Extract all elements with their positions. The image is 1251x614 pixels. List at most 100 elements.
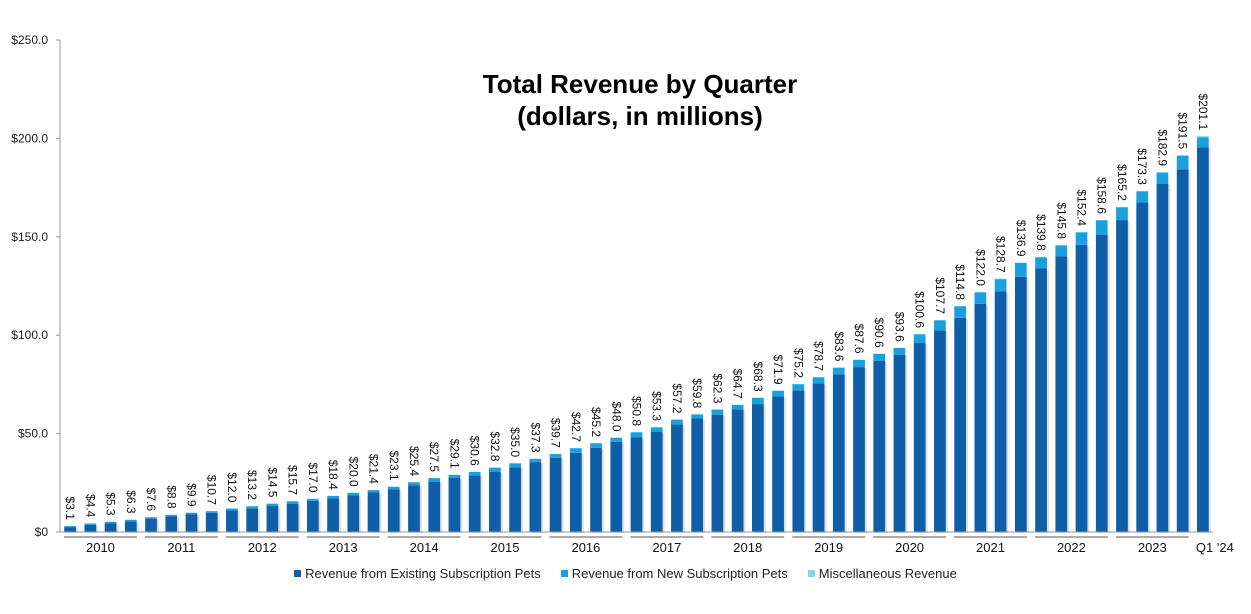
bar-segment-new: [266, 503, 279, 507]
bar-segment-new: [347, 492, 360, 496]
bar-segment-new: [306, 498, 319, 501]
bar-segment-new: [1075, 232, 1088, 245]
bar-segment-new: [104, 521, 117, 524]
legend-label-new: Revenue from New Subscription Pets: [571, 566, 788, 581]
bar-total-label: $75.2: [791, 348, 805, 378]
bar-total-label: $37.3: [528, 423, 542, 453]
bar-total-label: $30.6: [468, 436, 482, 466]
bar-total-label: $9.9: [184, 483, 198, 507]
bar-total-label: $191.5: [1176, 112, 1190, 149]
bar-total-label: $93.6: [892, 312, 906, 342]
bar-segment-new: [448, 474, 461, 478]
bar-segment-existing: [428, 481, 441, 532]
bar-segment-new: [1014, 262, 1027, 277]
bar-total-label: $62.3: [710, 373, 724, 403]
bar-segment-existing: [1136, 202, 1149, 532]
bar-total-label: $12.0: [225, 472, 239, 502]
bar-segment-new: [994, 279, 1007, 292]
bar-segment-new: [569, 448, 582, 453]
bar-segment-existing: [286, 503, 299, 532]
bar-total-label: $136.9: [1014, 220, 1028, 257]
legend-swatch-new: [560, 570, 568, 577]
bar-segment-existing: [630, 437, 643, 532]
bar-segment-existing: [671, 424, 683, 532]
bar-segment-existing: [569, 452, 582, 532]
legend-label-existing: Revenue from Existing Subscription Pets: [305, 566, 541, 581]
bar-segment-existing: [205, 512, 218, 532]
bar-segment-existing: [853, 367, 865, 532]
bar-segment-new: [145, 517, 157, 519]
legend-item-new: Revenue from New Subscription Pets: [560, 566, 788, 581]
bar-segment-new: [873, 353, 886, 361]
bar-total-label: $32.8: [488, 431, 502, 461]
bar-total-label: $17.0: [306, 463, 320, 493]
bar-segment-new: [327, 495, 339, 499]
legend-label-misc: Miscellaneous Revenue: [818, 566, 957, 581]
x-year-label: 2017: [652, 540, 681, 555]
bar-total-label: $4.4: [83, 494, 97, 518]
x-year-label: 2022: [1057, 540, 1086, 555]
legend: Revenue from Existing Subscription Pets …: [0, 566, 1251, 581]
bar-segment-new: [1176, 155, 1189, 170]
bar-total-label: $59.8: [690, 378, 704, 408]
bar-segment-new: [509, 463, 521, 468]
bar-segment-new: [428, 478, 441, 482]
x-year-label: 2012: [248, 540, 277, 555]
bar-total-label: $5.3: [104, 492, 118, 516]
bar-total-label: $14.5: [265, 467, 279, 497]
x-year-label: 2015: [491, 540, 520, 555]
bar-segment-new: [489, 467, 501, 472]
bar-total-label: $139.8: [1034, 214, 1048, 251]
bar-segment-new: [812, 377, 825, 384]
bar-segment-existing: [1014, 276, 1027, 532]
bar-segment-new: [650, 427, 663, 432]
bar-segment-new: [1136, 191, 1149, 203]
x-year-label: 2018: [733, 540, 762, 555]
bar-total-label: $39.7: [549, 418, 563, 448]
bar-segment-existing: [893, 354, 906, 532]
bar-segment-new: [246, 506, 259, 509]
bar-total-label: $25.4: [407, 446, 421, 476]
y-tick-label: $0: [35, 525, 49, 539]
bar-segment-new: [165, 514, 178, 517]
bar-segment-existing: [1197, 147, 1209, 533]
bar-total-label: $78.7: [812, 341, 826, 371]
x-year-label: 2013: [329, 540, 358, 555]
bar-segment-new: [934, 320, 946, 331]
x-year-label: 2023: [1138, 540, 1167, 555]
bar-segment-new: [630, 432, 643, 438]
bar-total-label: $8.8: [164, 485, 178, 509]
bar-segment-existing: [1075, 244, 1088, 532]
bar-total-label: $107.7: [933, 277, 947, 314]
bar-segment-existing: [1176, 169, 1189, 532]
bar-segment-existing: [1055, 256, 1068, 532]
bar-segment-new: [974, 292, 987, 304]
bar-segment-existing: [934, 330, 946, 532]
bar-total-label: $45.2: [589, 407, 603, 437]
bar-segment-new: [711, 409, 724, 415]
bar-total-label: $90.6: [872, 318, 886, 348]
bar-segment-existing: [549, 457, 562, 532]
bar-segment-new: [832, 367, 845, 375]
bar-segment-new: [752, 397, 764, 405]
bar-segment-new: [691, 414, 704, 419]
bar-segment-existing: [1035, 268, 1047, 532]
bar-segment-existing: [246, 508, 259, 532]
bar-total-label: $128.7: [994, 236, 1008, 273]
bar-segment-new: [387, 486, 400, 490]
bar-segment-new: [1156, 172, 1169, 184]
bar-total-label: $42.7: [569, 412, 583, 442]
bar-total-label: $7.6: [144, 488, 158, 512]
bar-segment-existing: [752, 404, 764, 532]
x-year-label: Q1 '24: [1196, 540, 1234, 555]
bar-segment-new: [529, 458, 542, 463]
bar-segment-existing: [408, 485, 420, 532]
bar-total-label: $83.6: [832, 331, 846, 361]
bar-total-label: $165.2: [1115, 164, 1129, 201]
bar-segment-new: [549, 454, 562, 458]
bar-segment-existing: [448, 477, 461, 532]
bar-segment-existing: [347, 495, 360, 532]
bar-segment-new: [367, 490, 380, 493]
legend-swatch-misc: [807, 570, 815, 577]
bar-segment-existing: [590, 447, 602, 532]
